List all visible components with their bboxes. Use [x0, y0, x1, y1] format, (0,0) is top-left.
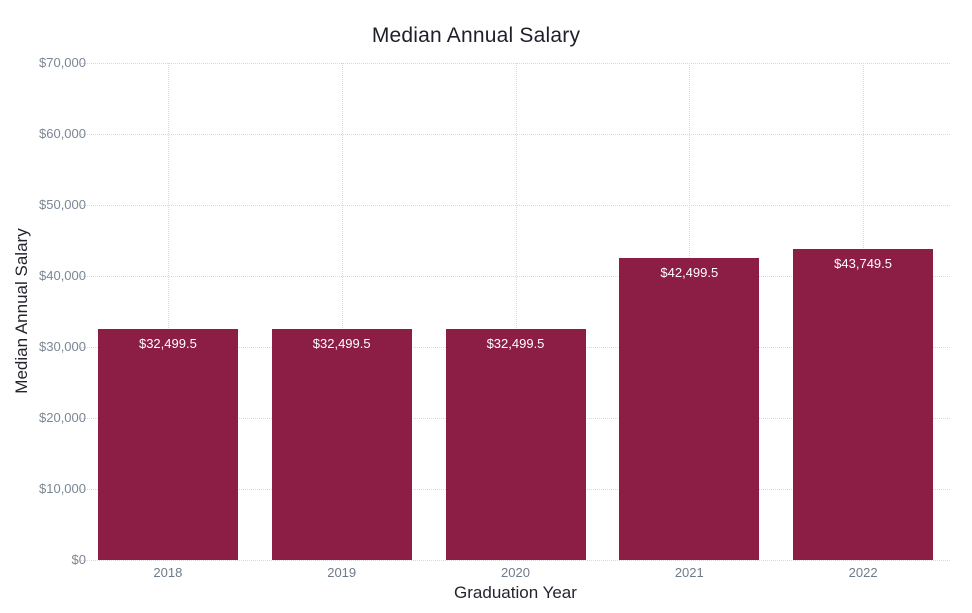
- chart-title: Median Annual Salary: [371, 24, 581, 47]
- bar-2019[interactable]: $32,499.5: [271, 329, 412, 560]
- bar-2021[interactable]: $42,499.5: [619, 258, 760, 560]
- x-axis-title: Graduation Year: [454, 583, 577, 602]
- y-tick-label: $10,000: [39, 481, 86, 496]
- y-tick-label: $30,000: [39, 339, 86, 354]
- bar-2018[interactable]: $32,499.5: [97, 329, 238, 560]
- y-tick-label: $40,000: [39, 268, 86, 283]
- bar-value-label: $42,499.5: [660, 265, 719, 281]
- bar-2020[interactable]: $32,499.5: [445, 329, 586, 560]
- vertical-gridline: [167, 63, 169, 560]
- y-tick-label: $50,000: [39, 197, 86, 212]
- bar-value-label: $32,499.5: [486, 336, 545, 352]
- vertical-gridline: [341, 63, 343, 560]
- y-tick-label: $60,000: [39, 126, 86, 141]
- bar-value-label: $32,499.5: [138, 336, 197, 352]
- y-tick-label: $20,000: [39, 410, 86, 425]
- bar-2022[interactable]: $43,749.5: [793, 249, 934, 560]
- y-tick-label: $0: [71, 552, 86, 567]
- vertical-gridline: [515, 63, 517, 560]
- x-tick-label: 2018: [153, 565, 183, 580]
- x-tick-label: 2019: [327, 565, 357, 580]
- horizontal-gridline: [81, 560, 950, 561]
- x-tick-label: 2022: [848, 565, 878, 580]
- x-tick-label: 2020: [501, 565, 530, 580]
- y-tick-label: $70,000: [39, 55, 86, 70]
- x-tick-label: 2021: [674, 565, 704, 580]
- bar-value-label: $32,499.5: [312, 336, 371, 352]
- bar-value-label: $43,749.5: [834, 256, 893, 272]
- y-axis-title: Median Annual Salary: [12, 228, 31, 394]
